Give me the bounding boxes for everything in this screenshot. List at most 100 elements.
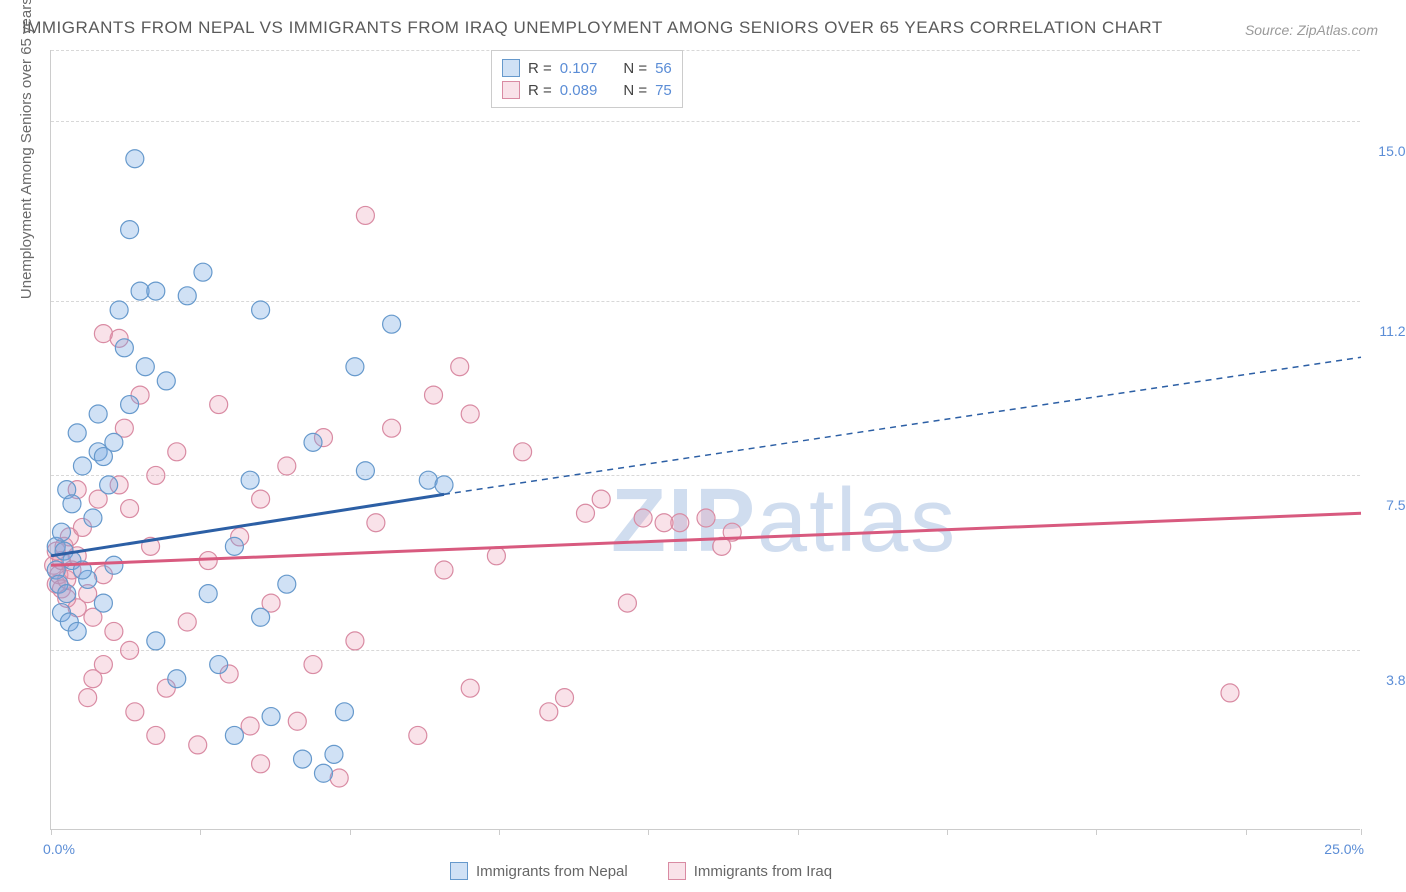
scatter-point [52, 523, 70, 541]
x-tick [1096, 829, 1097, 835]
x-origin-label: 0.0% [43, 841, 75, 857]
scatter-point [252, 490, 270, 508]
scatter-point [278, 457, 296, 475]
scatter-point [100, 476, 118, 494]
scatter-point [68, 622, 86, 640]
scatter-point [121, 396, 139, 414]
scatter-point [199, 585, 217, 603]
scatter-point [84, 509, 102, 527]
scatter-point [105, 433, 123, 451]
x-tick [200, 829, 201, 835]
plot-area: ZIPatlas 3.8%7.5%11.2%15.0% 0.0% 25.0% R… [50, 50, 1360, 830]
scatter-point [487, 547, 505, 565]
scatter-point [105, 556, 123, 574]
scatter-point [194, 263, 212, 281]
x-tick [1246, 829, 1247, 835]
legend-label-nepal: Immigrants from Nepal [476, 863, 628, 880]
scatter-point [425, 386, 443, 404]
y-axis-label: Unemployment Among Seniors over 65 years [18, 0, 35, 299]
scatter-point [556, 689, 574, 707]
scatter-point [655, 514, 673, 532]
scatter-point [314, 764, 332, 782]
scatter-point [288, 712, 306, 730]
scatter-point [1221, 684, 1239, 702]
scatter-point [121, 500, 139, 518]
scatter-point [262, 708, 280, 726]
y-tick-label: 11.2% [1379, 323, 1406, 339]
scatter-point [189, 736, 207, 754]
scatter-point [147, 466, 165, 484]
x-tick [51, 829, 52, 835]
scatter-point [252, 608, 270, 626]
y-tick-label: 7.5% [1386, 497, 1406, 513]
scatter-point [110, 301, 128, 319]
x-tick [350, 829, 351, 835]
scatter-point [210, 656, 228, 674]
scatter-point [618, 594, 636, 612]
scatter-point [121, 641, 139, 659]
scatter-point [178, 287, 196, 305]
scatter-point [356, 462, 374, 480]
scatter-point [225, 726, 243, 744]
scatter-point [325, 745, 343, 763]
scatter-point [697, 509, 715, 527]
scatter-point [241, 717, 259, 735]
scatter-point [461, 405, 479, 423]
scatter-point [304, 656, 322, 674]
x-max-label: 25.0% [1324, 841, 1364, 857]
scatter-point [168, 443, 186, 461]
scatter-point [367, 514, 385, 532]
x-tick [648, 829, 649, 835]
legend-swatch-iraq [668, 862, 686, 880]
scatter-point [121, 221, 139, 239]
scatter-point [383, 315, 401, 333]
scatter-point [540, 703, 558, 721]
scatter-point [356, 206, 374, 224]
scatter-point [409, 726, 427, 744]
scatter-point [136, 358, 154, 376]
x-tick [947, 829, 948, 835]
scatter-point [451, 358, 469, 376]
scatter-point [178, 613, 196, 631]
scatter-point [115, 339, 133, 357]
scatter-point [346, 632, 364, 650]
scatter-point [335, 703, 353, 721]
scatter-point [435, 561, 453, 579]
chart-source: Source: ZipAtlas.com [1245, 22, 1378, 38]
scatter-point [94, 594, 112, 612]
legend-swatch-nepal [450, 862, 468, 880]
scatter-point [252, 755, 270, 773]
legend-label-iraq: Immigrants from Iraq [694, 863, 832, 880]
scatter-point [461, 679, 479, 697]
scatter-point [210, 396, 228, 414]
scatter-point [89, 405, 107, 423]
scatter-point [294, 750, 312, 768]
x-tick [1361, 829, 1362, 835]
scatter-point [225, 537, 243, 555]
legend-item-iraq: Immigrants from Iraq [668, 862, 832, 880]
scatter-point [157, 372, 175, 390]
scatter-point [241, 471, 259, 489]
scatter-point [147, 282, 165, 300]
y-tick-label: 15.0% [1378, 143, 1406, 159]
scatter-point [514, 443, 532, 461]
scatter-point [168, 670, 186, 688]
scatter-point [73, 457, 91, 475]
scatter-point [126, 150, 144, 168]
plot-svg [51, 50, 1360, 829]
regression-line-dashed [444, 357, 1361, 494]
x-tick [499, 829, 500, 835]
legend-item-nepal: Immigrants from Nepal [450, 862, 628, 880]
y-tick-label: 3.8% [1386, 672, 1406, 688]
chart-title: IMMIGRANTS FROM NEPAL VS IMMIGRANTS FROM… [22, 18, 1163, 38]
scatter-point [68, 424, 86, 442]
scatter-point [147, 726, 165, 744]
scatter-point [94, 325, 112, 343]
scatter-point [383, 419, 401, 437]
scatter-point [126, 703, 144, 721]
bottom-legend: Immigrants from Nepal Immigrants from Ir… [450, 862, 832, 880]
scatter-point [58, 585, 76, 603]
scatter-point [634, 509, 652, 527]
scatter-point [84, 670, 102, 688]
scatter-point [63, 495, 81, 513]
